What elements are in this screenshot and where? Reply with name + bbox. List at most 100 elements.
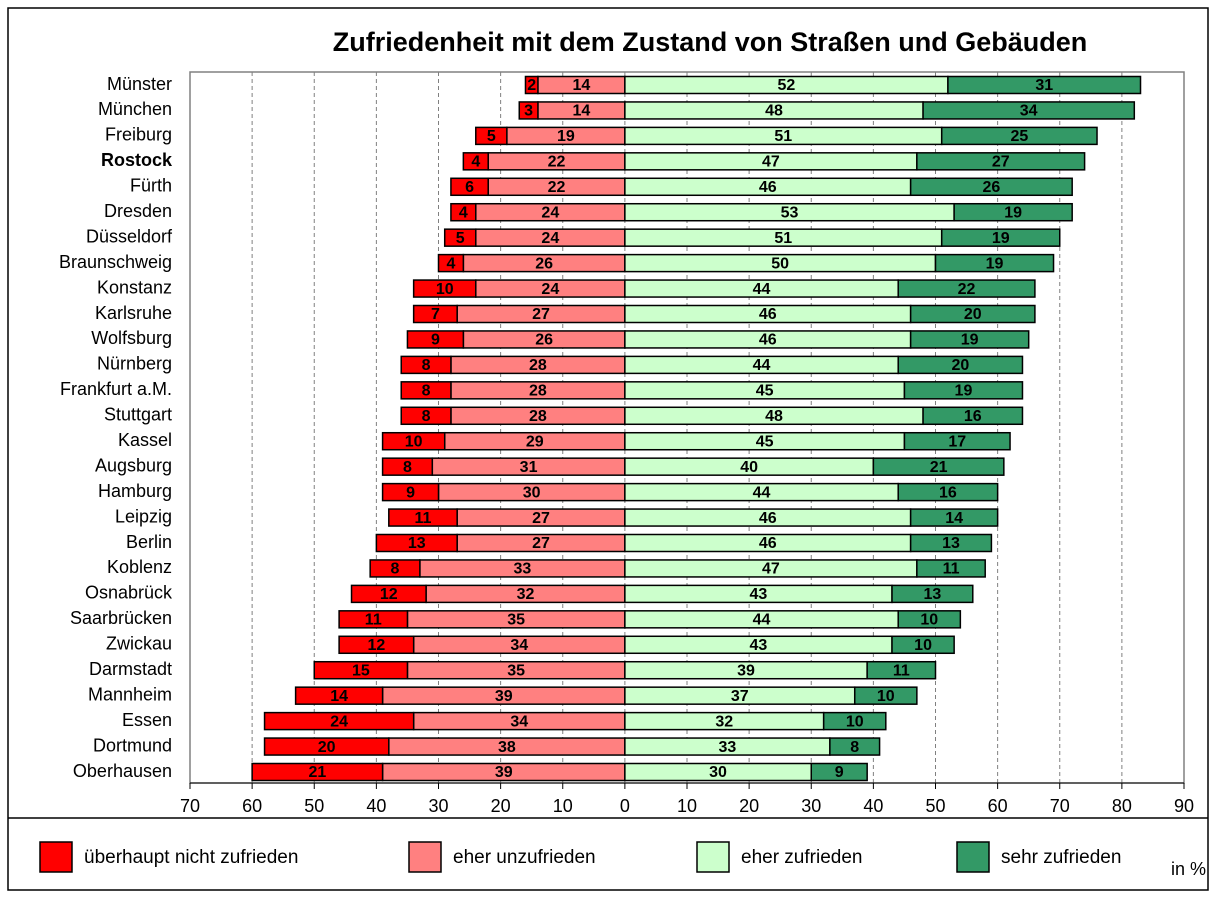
bar-segment bbox=[388, 508, 458, 527]
value-label: 27 bbox=[532, 535, 550, 552]
value-label: 4 bbox=[459, 204, 468, 221]
value-label: 48 bbox=[765, 408, 783, 425]
category-label: Zwickau bbox=[106, 634, 172, 654]
x-tick-label: 70 bbox=[180, 796, 200, 816]
bar-segment bbox=[909, 508, 999, 527]
value-label: 21 bbox=[930, 459, 948, 476]
x-tick-label: 20 bbox=[491, 796, 511, 816]
bar-segment bbox=[294, 686, 384, 705]
bar-segment bbox=[891, 635, 955, 655]
value-label: 44 bbox=[753, 357, 771, 374]
value-label: 22 bbox=[958, 281, 976, 298]
category-label: Darmstadt bbox=[89, 659, 172, 679]
value-label: 28 bbox=[529, 357, 547, 374]
bar-segment bbox=[338, 635, 415, 655]
value-label: 4 bbox=[446, 255, 455, 272]
category-label: Frankfurt a.M. bbox=[60, 379, 172, 399]
bar-segment bbox=[897, 482, 999, 502]
legend-swatch bbox=[956, 841, 990, 873]
bar-segment bbox=[940, 126, 1098, 146]
bar-segment bbox=[810, 762, 868, 782]
value-label: 27 bbox=[992, 154, 1010, 171]
bar-segment bbox=[437, 253, 465, 273]
category-label: Dresden bbox=[104, 201, 172, 221]
bar-segment bbox=[909, 304, 1036, 324]
value-label: 35 bbox=[507, 612, 525, 629]
value-label: 32 bbox=[715, 713, 733, 730]
value-label: 43 bbox=[750, 586, 768, 603]
value-label: 14 bbox=[572, 77, 590, 94]
category-label: Fürth bbox=[130, 176, 172, 196]
category-label: Wolfsburg bbox=[91, 328, 172, 348]
bar-segment bbox=[909, 533, 993, 553]
x-tick-label: 60 bbox=[988, 796, 1008, 816]
value-label: 16 bbox=[964, 408, 982, 425]
category-label: Kassel bbox=[118, 430, 172, 450]
legend-label: sehr zufrieden bbox=[1001, 847, 1121, 868]
bar-segment bbox=[934, 253, 1055, 273]
bar-segment bbox=[822, 711, 887, 731]
bar-segment bbox=[350, 584, 427, 604]
value-label: 44 bbox=[753, 281, 771, 298]
value-label: 8 bbox=[422, 357, 431, 374]
x-tick-label: 50 bbox=[304, 796, 324, 816]
category-label: Oberhausen bbox=[73, 761, 172, 781]
value-label: 46 bbox=[759, 332, 777, 349]
bar-segment bbox=[462, 152, 489, 171]
value-label: 9 bbox=[406, 484, 415, 501]
value-label: 14 bbox=[945, 510, 963, 527]
bar-segment bbox=[897, 610, 962, 629]
value-label: 13 bbox=[942, 535, 960, 552]
value-label: 24 bbox=[541, 204, 559, 221]
legend-label: eher unzufrieden bbox=[453, 847, 596, 868]
value-label: 50 bbox=[771, 255, 789, 272]
category-label: Essen bbox=[122, 710, 172, 730]
category-label: Mannheim bbox=[88, 684, 172, 704]
bar-segment bbox=[475, 126, 508, 146]
bar-segment bbox=[263, 737, 390, 756]
value-label: 44 bbox=[753, 612, 771, 629]
value-label: 19 bbox=[992, 230, 1010, 247]
value-label: 10 bbox=[877, 688, 895, 705]
x-tick-label: 10 bbox=[553, 796, 573, 816]
value-label: 11 bbox=[415, 510, 432, 527]
category-label: Konstanz bbox=[97, 277, 172, 297]
value-label: 12 bbox=[367, 637, 385, 654]
value-label: 37 bbox=[731, 688, 749, 705]
value-label: 29 bbox=[526, 433, 544, 450]
category-label: Nürnberg bbox=[97, 354, 172, 374]
value-label: 19 bbox=[986, 255, 1004, 272]
category-label: Osnabrück bbox=[85, 583, 173, 603]
value-label: 25 bbox=[1010, 128, 1028, 145]
value-label: 46 bbox=[759, 179, 777, 196]
x-tick-label: 60 bbox=[242, 796, 262, 816]
value-label: 20 bbox=[318, 739, 336, 756]
x-tick-label: 10 bbox=[677, 796, 697, 816]
bar-segment bbox=[903, 381, 1024, 400]
value-label: 10 bbox=[405, 433, 423, 450]
bar-segment bbox=[829, 737, 881, 756]
value-label: 28 bbox=[529, 383, 547, 400]
value-label: 26 bbox=[983, 179, 1001, 196]
x-tick-label: 30 bbox=[428, 796, 448, 816]
value-label: 3 bbox=[524, 103, 533, 120]
bar-segment bbox=[375, 533, 458, 553]
category-label: Münster bbox=[107, 74, 172, 94]
value-label: 9 bbox=[835, 764, 844, 781]
x-tick-label: 20 bbox=[739, 796, 759, 816]
category-label: Koblenz bbox=[107, 557, 172, 577]
value-label: 11 bbox=[943, 561, 960, 578]
value-label: 34 bbox=[1020, 103, 1038, 120]
bar-segment bbox=[866, 660, 937, 680]
bar-segment bbox=[922, 406, 1024, 426]
value-label: 5 bbox=[487, 128, 496, 145]
bar-segment bbox=[406, 330, 465, 349]
value-label: 28 bbox=[529, 408, 547, 425]
value-label: 14 bbox=[572, 103, 590, 120]
value-label: 22 bbox=[548, 179, 566, 196]
value-label: 19 bbox=[557, 128, 575, 145]
value-label: 10 bbox=[436, 281, 454, 298]
bar-segment bbox=[518, 101, 539, 120]
category-label: Augsburg bbox=[95, 455, 172, 475]
value-label: 35 bbox=[507, 662, 525, 679]
